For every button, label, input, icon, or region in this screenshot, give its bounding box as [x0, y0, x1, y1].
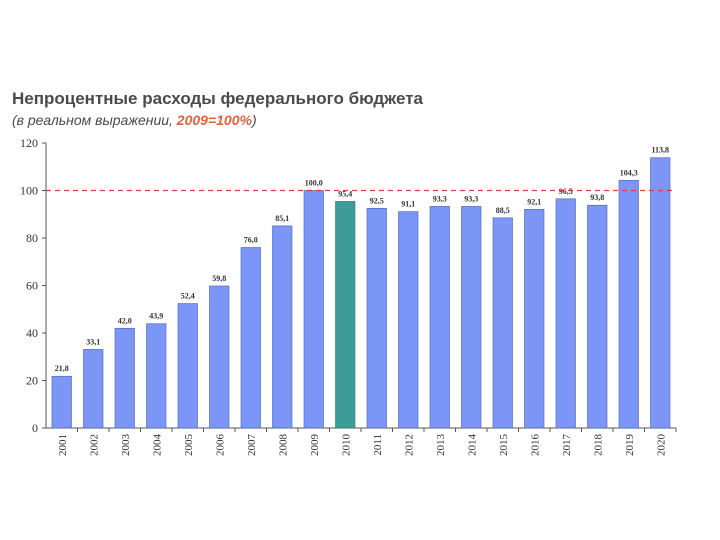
x-tick-label-2009: 2009 — [309, 434, 321, 457]
x-tick-label-2008: 2008 — [277, 434, 289, 457]
data-label-2007: 76,0 — [244, 236, 258, 245]
data-label-2011: 92,5 — [370, 196, 384, 205]
subtitle-base-year: 2009=100% — [176, 112, 252, 128]
data-label-2012: 91,1 — [401, 200, 415, 209]
x-tick-label-2004: 2004 — [151, 434, 163, 457]
chart-header: Непроцентные расходы федерального бюджет… — [12, 88, 423, 129]
chart-title: Непроцентные расходы федерального бюджет… — [12, 89, 424, 108]
data-label-2009: 100,0 — [305, 179, 323, 188]
data-label-2020: 113,8 — [651, 146, 669, 155]
bar-2003 — [114, 327, 135, 429]
x-tick-label-2017: 2017 — [561, 434, 573, 457]
y-tick-label: 120 — [20, 136, 38, 150]
bar-2017 — [555, 198, 576, 429]
x-tick-label-2020: 2020 — [655, 434, 667, 457]
bar-2013 — [429, 206, 450, 429]
bar-2002 — [83, 349, 104, 429]
bar-2012 — [398, 211, 419, 429]
data-label-2002: 33,1 — [86, 337, 100, 346]
bar-2011 — [366, 208, 387, 429]
bar-2015 — [492, 217, 513, 429]
bar-2020 — [650, 157, 671, 429]
data-label-2001: 21,8 — [55, 364, 69, 373]
x-tick-label-2005: 2005 — [183, 434, 195, 457]
x-tick-label-2015: 2015 — [498, 434, 510, 457]
x-tick-label-2012: 2012 — [403, 434, 415, 456]
bar-2007 — [240, 247, 261, 429]
bar-2004 — [146, 323, 167, 429]
bar-2016 — [524, 208, 545, 429]
data-label-2015: 88,5 — [496, 206, 510, 215]
x-tick-label-2001: 2001 — [57, 434, 69, 456]
bar-2018 — [587, 204, 608, 429]
y-tick-label: 60 — [26, 279, 38, 293]
y-tick-label: 80 — [26, 231, 38, 245]
x-tick-label-2006: 2006 — [214, 434, 226, 457]
data-label-2008: 85,1 — [275, 214, 289, 223]
x-tick-label-2019: 2019 — [624, 434, 636, 457]
data-label-2006: 59,8 — [212, 274, 226, 283]
x-tick-label-2014: 2014 — [466, 434, 478, 457]
bar-2010 — [335, 201, 356, 429]
data-label-2004: 43,9 — [149, 312, 163, 321]
x-tick-label-2002: 2002 — [88, 434, 100, 456]
data-label-2018: 93,8 — [590, 193, 604, 202]
x-tick-label-2003: 2003 — [120, 434, 132, 457]
x-tick-label-2018: 2018 — [592, 434, 604, 457]
data-label-2005: 52,4 — [181, 292, 195, 301]
y-tick-label: 0 — [32, 421, 38, 435]
bar-2008 — [272, 225, 293, 429]
bar-2009 — [303, 190, 324, 429]
x-tick-label-2007: 2007 — [246, 434, 258, 457]
data-label-2014: 93,3 — [464, 194, 478, 203]
data-label-2003: 42,0 — [118, 316, 132, 325]
bar-2019 — [618, 179, 639, 429]
subtitle-suffix: ) — [251, 112, 257, 128]
data-label-2019: 104,3 — [620, 168, 638, 177]
x-tick-label-2013: 2013 — [435, 434, 447, 457]
y-tick-label: 20 — [26, 374, 38, 388]
bar-2006 — [209, 285, 230, 429]
subtitle-prefix: (в реальном выражении, — [12, 112, 177, 128]
y-tick-label: 40 — [26, 326, 38, 340]
y-tick-label: 100 — [20, 184, 38, 198]
data-label-2017: 96,5 — [559, 187, 573, 196]
data-label-2013: 93,3 — [433, 194, 447, 203]
bar-2005 — [177, 303, 198, 429]
bar-2014 — [461, 206, 482, 429]
data-label-2016: 92,1 — [527, 197, 541, 206]
x-tick-label-2010: 2010 — [340, 434, 352, 457]
x-tick-label-2011: 2011 — [372, 434, 384, 456]
data-label-2010: 95,4 — [338, 189, 352, 198]
bar-2001 — [51, 375, 72, 429]
x-tick-label-2016: 2016 — [529, 434, 541, 457]
chart-subtitle: (в реальном выражении, 2009=100%) — [12, 111, 423, 129]
